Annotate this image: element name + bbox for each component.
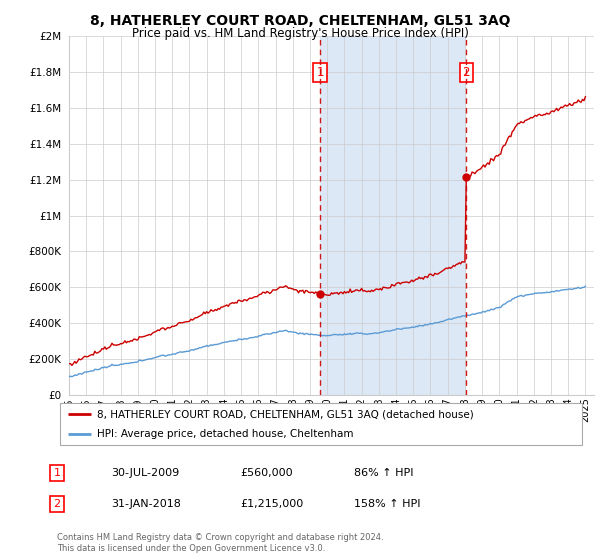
Text: 2: 2 [53, 499, 61, 509]
Text: 1: 1 [53, 468, 61, 478]
Text: Price paid vs. HM Land Registry's House Price Index (HPI): Price paid vs. HM Land Registry's House … [131, 27, 469, 40]
Text: 86% ↑ HPI: 86% ↑ HPI [354, 468, 413, 478]
Text: 2: 2 [463, 66, 470, 79]
Text: HPI: Average price, detached house, Cheltenham: HPI: Average price, detached house, Chel… [97, 429, 353, 438]
Text: Contains HM Land Registry data © Crown copyright and database right 2024.
This d: Contains HM Land Registry data © Crown c… [57, 533, 383, 553]
Text: £1,215,000: £1,215,000 [240, 499, 303, 509]
Text: 158% ↑ HPI: 158% ↑ HPI [354, 499, 421, 509]
Text: £560,000: £560,000 [240, 468, 293, 478]
Text: 8, HATHERLEY COURT ROAD, CHELTENHAM, GL51 3AQ: 8, HATHERLEY COURT ROAD, CHELTENHAM, GL5… [90, 14, 510, 28]
Text: 1: 1 [316, 66, 324, 79]
FancyBboxPatch shape [60, 403, 582, 445]
Text: 31-JAN-2018: 31-JAN-2018 [111, 499, 181, 509]
Text: 8, HATHERLEY COURT ROAD, CHELTENHAM, GL51 3AQ (detached house): 8, HATHERLEY COURT ROAD, CHELTENHAM, GL5… [97, 409, 473, 419]
Text: 30-JUL-2009: 30-JUL-2009 [111, 468, 179, 478]
Bar [320, 36, 466, 395]
